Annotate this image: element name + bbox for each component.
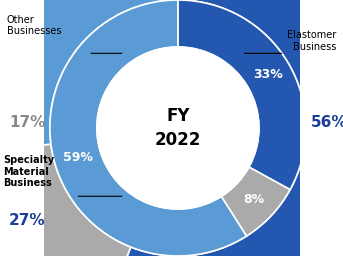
Wedge shape — [0, 144, 131, 256]
Text: 8%: 8% — [244, 193, 265, 206]
Text: 2022: 2022 — [155, 131, 201, 149]
Wedge shape — [107, 0, 343, 256]
Text: 33%: 33% — [253, 68, 283, 81]
Wedge shape — [221, 167, 290, 236]
Wedge shape — [178, 0, 306, 190]
Text: FY: FY — [166, 107, 190, 125]
Text: 56%: 56% — [311, 115, 343, 130]
Circle shape — [97, 47, 259, 209]
Wedge shape — [0, 0, 178, 152]
Text: Specialty
Material
Business: Specialty Material Business — [3, 155, 55, 188]
Text: Elastomer
Business: Elastomer Business — [287, 30, 336, 52]
Text: Other
Businesses: Other Businesses — [7, 15, 61, 36]
Text: 59%: 59% — [62, 151, 93, 164]
Wedge shape — [50, 0, 247, 256]
Text: 17%: 17% — [9, 115, 46, 130]
Text: 27%: 27% — [9, 213, 46, 228]
